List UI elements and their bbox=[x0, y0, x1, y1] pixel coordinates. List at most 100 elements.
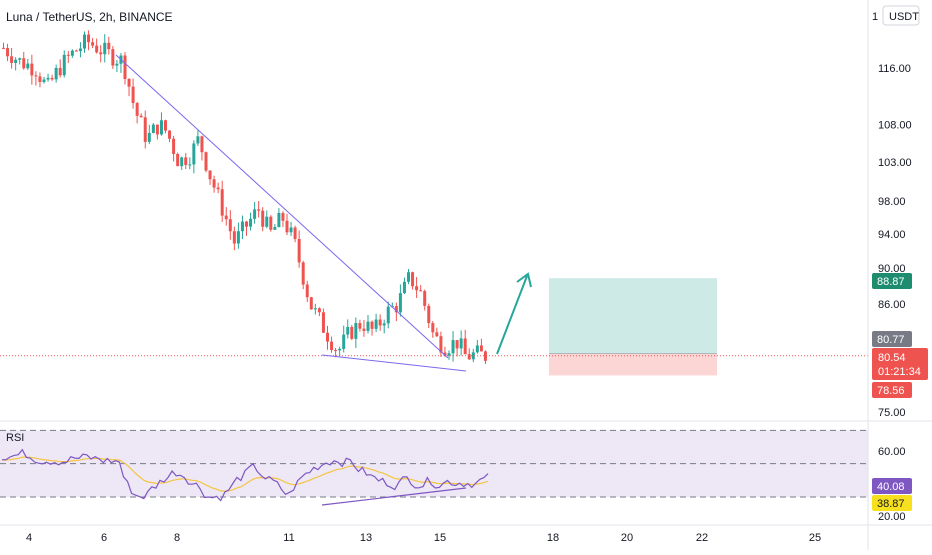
candle-body bbox=[402, 281, 406, 294]
current-price-value: 80.54 bbox=[878, 352, 906, 364]
entry-badge: 80.77 bbox=[872, 331, 912, 347]
candle-body bbox=[228, 219, 232, 232]
candle bbox=[479, 338, 483, 352]
candle-body bbox=[281, 212, 285, 221]
candle bbox=[257, 201, 261, 218]
candle-body bbox=[366, 321, 370, 331]
candle bbox=[289, 221, 293, 237]
candle bbox=[240, 215, 244, 240]
candle bbox=[317, 307, 321, 317]
candle-body bbox=[342, 334, 346, 349]
candle-body bbox=[394, 306, 398, 313]
support-line bbox=[321, 354, 467, 372]
candle-body bbox=[253, 209, 257, 219]
candle-body bbox=[467, 354, 471, 360]
candle bbox=[164, 119, 167, 134]
candle bbox=[95, 38, 99, 54]
candle-body bbox=[338, 348, 342, 351]
candle bbox=[188, 157, 192, 170]
candle-body bbox=[180, 157, 184, 167]
candle bbox=[131, 78, 135, 109]
candle-body bbox=[419, 290, 423, 292]
candle bbox=[370, 320, 374, 336]
rsi-ma-line bbox=[1, 456, 489, 492]
candle bbox=[475, 339, 479, 354]
target-badge-bg bbox=[872, 273, 912, 289]
candle bbox=[151, 123, 155, 134]
candle-body bbox=[232, 231, 236, 244]
candle-body bbox=[87, 34, 91, 43]
candle bbox=[42, 76, 46, 84]
candle-body bbox=[354, 323, 358, 339]
time-tick: 22 bbox=[696, 532, 708, 544]
candle-body bbox=[240, 221, 244, 232]
candle bbox=[119, 53, 123, 73]
candle-body bbox=[200, 136, 204, 153]
candle-body bbox=[70, 50, 74, 56]
candle-body bbox=[443, 352, 447, 356]
candle-body bbox=[249, 218, 253, 227]
price-tick: 98.00 bbox=[878, 196, 906, 208]
candle-body bbox=[50, 77, 54, 80]
price-tick: 108.00 bbox=[878, 119, 912, 131]
current-price-countdown: 01:21:34 bbox=[878, 366, 921, 378]
time-tick: 4 bbox=[26, 532, 32, 544]
currency-button-label[interactable]: USDT bbox=[889, 11, 919, 23]
candle-body bbox=[479, 345, 483, 352]
price-tick: 90.00 bbox=[878, 263, 906, 275]
candle-body bbox=[374, 319, 378, 329]
currency-button[interactable]: USDT bbox=[882, 5, 920, 26]
target-arrow-shaft bbox=[496, 275, 528, 355]
rsi-value-badge-text: 40.08 bbox=[877, 481, 905, 493]
candle bbox=[220, 180, 224, 222]
candle bbox=[386, 301, 390, 329]
stop-badge: 78.56 bbox=[872, 382, 912, 398]
candle-body bbox=[301, 262, 305, 285]
candle bbox=[471, 348, 475, 363]
candle bbox=[14, 57, 18, 71]
candle-body bbox=[78, 48, 82, 52]
currency-button-frame[interactable] bbox=[882, 5, 920, 26]
candle bbox=[184, 152, 188, 169]
rsi-line bbox=[1, 448, 489, 502]
candle bbox=[459, 330, 463, 356]
candle bbox=[415, 277, 419, 298]
candle bbox=[358, 319, 362, 332]
candle bbox=[354, 317, 358, 349]
candle bbox=[38, 72, 42, 88]
candle-body bbox=[326, 332, 329, 342]
candle-body bbox=[196, 136, 200, 144]
candle-body bbox=[22, 58, 26, 69]
candle bbox=[245, 220, 248, 236]
candle bbox=[168, 130, 172, 143]
candle-body bbox=[277, 212, 281, 228]
candle bbox=[224, 207, 228, 226]
candle bbox=[321, 308, 325, 334]
candle-body bbox=[176, 153, 180, 167]
candle bbox=[159, 112, 163, 136]
current-price-badge: 80.54 01:21:34 bbox=[872, 348, 928, 380]
candle bbox=[192, 140, 196, 174]
target-arrow-head bbox=[516, 272, 532, 288]
rsi-divergence-line bbox=[321, 487, 467, 506]
entry-badge-bg bbox=[872, 331, 912, 347]
price-tick: 116.00 bbox=[878, 63, 911, 75]
candle-body bbox=[155, 124, 159, 135]
candle bbox=[342, 325, 346, 353]
candle bbox=[402, 277, 406, 294]
candle bbox=[398, 284, 402, 317]
candle-body bbox=[139, 115, 143, 118]
time-tick: 25 bbox=[809, 532, 821, 544]
candle-body bbox=[216, 187, 220, 190]
time-tick: 15 bbox=[434, 532, 446, 544]
stop-badge-text: 78.56 bbox=[877, 385, 905, 397]
candle-body bbox=[423, 291, 427, 306]
candle bbox=[273, 224, 277, 230]
candle bbox=[249, 212, 253, 231]
candle bbox=[196, 130, 200, 147]
candle-body bbox=[26, 63, 30, 69]
rsi-ma-badge-bg bbox=[872, 495, 912, 511]
loss-zone bbox=[549, 353, 717, 376]
